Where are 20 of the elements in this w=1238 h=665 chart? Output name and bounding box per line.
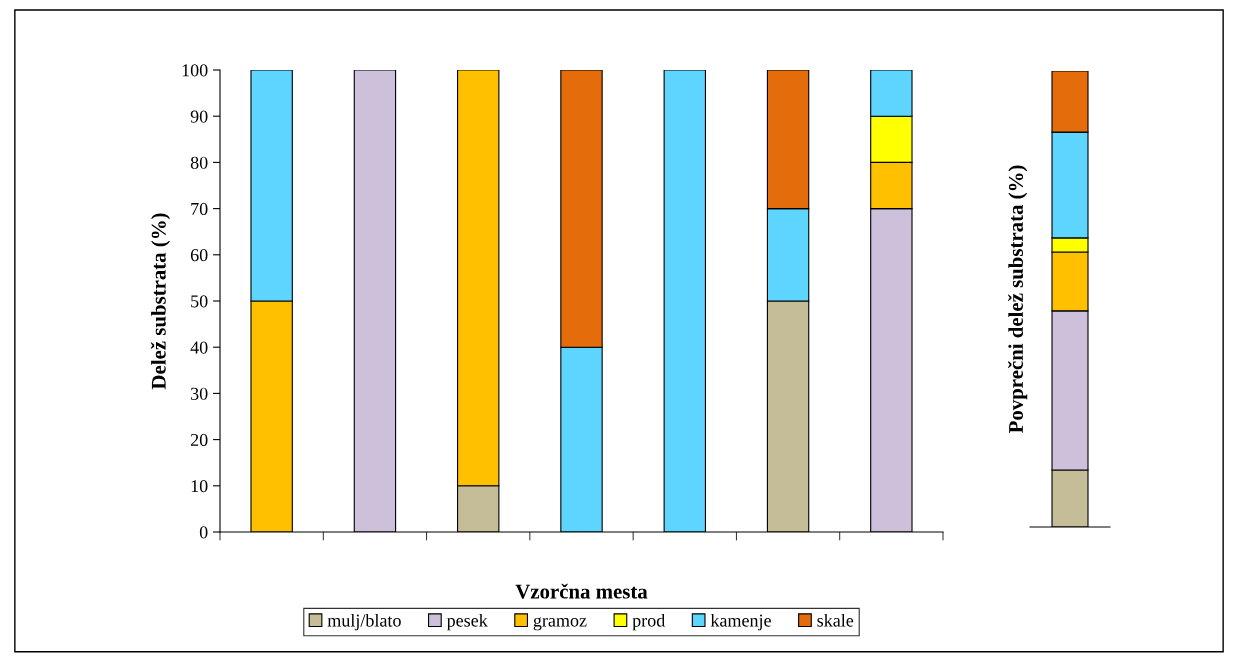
y-tick-label: 90 bbox=[190, 110, 208, 123]
y-tick-label: 100 bbox=[182, 64, 208, 77]
y-axis-title: Povprečni delež substrata (%) bbox=[1008, 165, 1028, 433]
y-tick-label: 50 bbox=[191, 295, 208, 308]
y-tick-label: 20 bbox=[190, 433, 208, 447]
y-tick-label: 10 bbox=[191, 480, 208, 493]
legend-label: prod bbox=[632, 613, 666, 631]
y-tick-label: 60 bbox=[190, 249, 208, 262]
legend-label: mulj/blato bbox=[327, 613, 401, 631]
y-axis-title: Delež substrata (%) bbox=[150, 213, 170, 390]
y-tick-label: 80 bbox=[190, 156, 208, 169]
y-tick-label: 30 bbox=[191, 387, 208, 400]
y-tick-label: 40 bbox=[190, 341, 208, 354]
y-tick-label: 70 bbox=[191, 202, 208, 216]
x-axis-title: Vzorčna mesta bbox=[515, 583, 648, 599]
y-tick-label: 0 bbox=[199, 526, 208, 539]
legend-label: skale bbox=[817, 613, 854, 627]
legend-label: gramoz bbox=[533, 617, 587, 631]
legend-label: kamenje bbox=[710, 613, 771, 631]
legend-label: pesek bbox=[446, 613, 488, 631]
